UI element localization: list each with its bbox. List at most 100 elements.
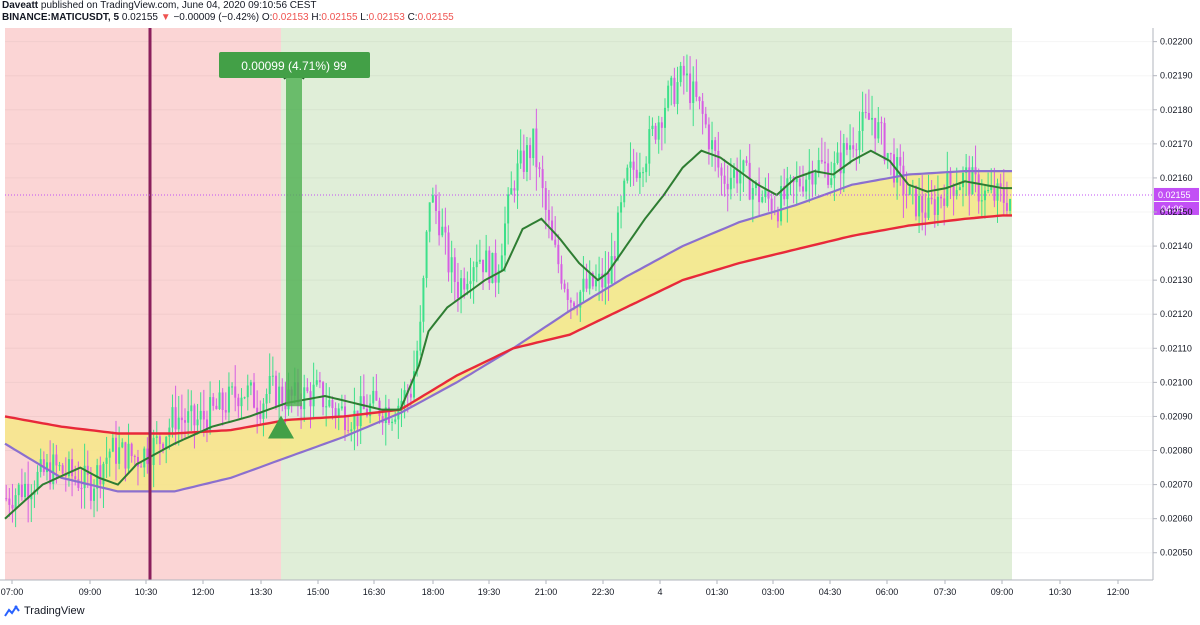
candle-up [491, 252, 494, 283]
candle-down [356, 410, 359, 427]
candle-up [369, 403, 372, 417]
time-tick-label: 21:00 [535, 587, 558, 597]
candle-up [118, 447, 121, 464]
author-name[interactable]: Daveatt [2, 0, 39, 11]
candle-down [362, 396, 365, 409]
candle-down [253, 382, 256, 408]
candle-down [281, 386, 284, 404]
candle-up [14, 495, 17, 509]
candle-down [748, 162, 751, 200]
open-value: 0.02153 [272, 12, 309, 23]
price-label-bg [1154, 187, 1199, 201]
candle-down [560, 264, 563, 284]
candle-up [422, 278, 425, 322]
candle-up [983, 190, 986, 201]
candle-down [133, 456, 136, 458]
candle-down [845, 143, 848, 150]
price-tick-label: 0.02060 [1160, 514, 1193, 524]
candle-up [419, 321, 422, 351]
candle-up [58, 465, 61, 467]
footer-branding[interactable]: TradingView [4, 605, 85, 617]
candle-down [689, 73, 692, 104]
candle-down [331, 400, 334, 409]
candle-down [547, 209, 550, 221]
candle-down [55, 454, 58, 466]
candle-up [830, 178, 833, 185]
time-tick-label: 16:30 [363, 587, 386, 597]
candle-down [174, 407, 177, 430]
candle-down [136, 456, 139, 467]
candle-up [616, 212, 619, 260]
candle-down [42, 459, 45, 473]
candle-up [579, 291, 582, 308]
candle-down [124, 442, 127, 469]
candle-up [525, 145, 528, 172]
candle-up [240, 397, 243, 407]
candle-up [199, 410, 202, 420]
candle-down [538, 167, 541, 170]
candle-down [162, 443, 165, 449]
candle-up [102, 463, 105, 485]
candle-up [303, 387, 306, 410]
price-tick-label: 0.02160 [1160, 173, 1193, 183]
candle-up [450, 257, 453, 273]
candle-up [36, 471, 39, 491]
candle-up [927, 197, 930, 218]
candle-up [350, 429, 353, 432]
candle-down [447, 232, 450, 273]
candle-down [811, 170, 814, 185]
candle-up [620, 202, 623, 213]
candle-up [751, 188, 754, 200]
candle-up [594, 280, 597, 287]
candle-up [742, 160, 745, 173]
time-tick-label: 07:00 [1, 587, 24, 597]
candle-down [770, 198, 773, 211]
candle-down [259, 413, 262, 419]
drawings-overlay: 0.00099 (4.71%) 99 0.02155 04:06 [5, 28, 1199, 580]
symbol-label[interactable]: BINANCE:MATICUSDT, 5 [2, 12, 120, 23]
candle-down [635, 169, 638, 179]
candle-up [814, 172, 817, 185]
candle-down [409, 393, 412, 398]
candle-down [513, 188, 516, 191]
candle-up [842, 143, 845, 174]
candle-down [99, 465, 102, 485]
price-change: −0.00009 (−0.42%) [173, 12, 260, 23]
candle-up [403, 390, 406, 401]
candle-up [249, 382, 252, 386]
candle-down [434, 195, 437, 211]
candle-up [278, 386, 281, 407]
price-tick-label: 0.02170 [1160, 139, 1193, 149]
candle-down [488, 250, 491, 283]
candle-up [485, 250, 488, 273]
candle-down [632, 161, 635, 170]
time-tick-label: 06:00 [876, 587, 899, 597]
price-tick-label: 0.02120 [1160, 309, 1193, 319]
price-tick-label: 0.02100 [1160, 377, 1193, 387]
candle-down [205, 419, 208, 431]
candle-up [475, 261, 478, 268]
candle-down [482, 259, 485, 273]
price-tick-label: 0.02130 [1160, 275, 1193, 285]
candle-up [657, 122, 660, 140]
price-tick-label: 0.02070 [1160, 480, 1193, 490]
candle-down [899, 157, 902, 166]
candle-down [852, 145, 855, 150]
price-axis[interactable]: 0.02200 0.02190 0.02180 0.02170 0.02160 0.021… [1152, 28, 1193, 580]
candle-down [11, 504, 14, 509]
time-axis[interactable]: 07:00 09:00 10:30 12:00 13:30 15:00 16:30 18:00… [0, 579, 1153, 597]
candle-down [237, 397, 240, 407]
chart-header: Daveatt published on TradingView.com, Ju… [2, 0, 902, 24]
candle-down [193, 405, 196, 426]
candle-down [284, 403, 287, 410]
candle-up [663, 107, 666, 128]
candle-up [692, 81, 695, 104]
candle-up [507, 194, 510, 224]
background-zones [5, 28, 1012, 580]
high-value: 0.02155 [321, 12, 358, 23]
candle-down [234, 386, 237, 398]
candle-down [74, 476, 77, 480]
candle-down [557, 244, 560, 265]
candle-down [344, 406, 347, 431]
